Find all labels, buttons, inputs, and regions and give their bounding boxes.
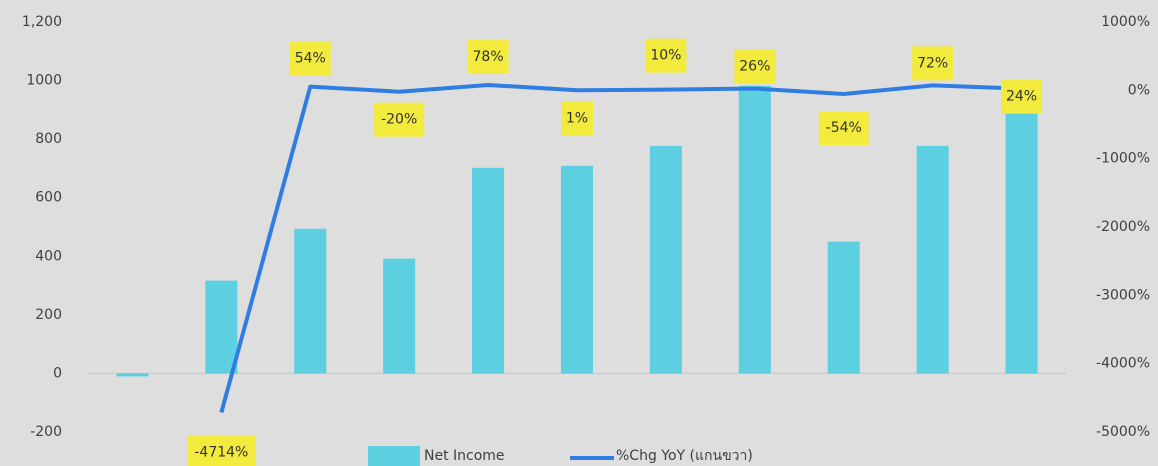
y-tick-label: 1000 [26,73,62,89]
data-label: 24% [1001,79,1043,114]
y2-tick-label: -4000% [1096,356,1150,372]
data-label: 54% [289,41,331,76]
y2-tick-label: 1000% [1101,14,1150,30]
bar [1005,91,1038,374]
data-label-bg [1001,79,1043,114]
data-label: 1% [561,101,593,136]
data-label: 78% [467,40,509,75]
y-tick-label: -200 [30,424,62,440]
data-label: 72% [912,46,954,81]
legend-swatch [368,446,420,466]
data-label-text: -54% [826,120,862,136]
bar [205,280,238,374]
bar [472,167,505,374]
y2-tick-label: -5000% [1096,424,1150,440]
data-label: -4714% [187,435,256,466]
bar [116,373,149,377]
data-label-text: -20% [381,112,417,128]
bar [560,165,594,374]
y-tick-label: 200 [35,307,62,323]
y-tick-label: 0 [53,365,62,381]
bar [649,145,682,374]
data-label-bg [645,38,687,73]
data-label-text: 26% [739,59,770,75]
bar [916,145,949,374]
data-label-bg [289,41,331,76]
data-label-text: 78% [473,49,504,65]
data-label-text: 54% [295,51,326,67]
y-tick-label: 600 [35,190,62,206]
y2-tick-label: -3000% [1096,287,1150,303]
legend-label: Net Income [424,448,505,464]
y-tick-label: 800 [35,131,62,147]
y-tick-label: 400 [35,248,62,264]
data-label-text: -4714% [194,444,248,460]
data-label-bg [734,49,776,84]
bar [383,258,416,374]
data-label: -20% [374,102,425,137]
y-tick-label: 1,200 [22,14,62,30]
y2-tick-label: -2000% [1096,219,1150,235]
data-label-bg [912,46,954,81]
data-label: 10% [645,38,687,73]
data-label-bg [561,101,593,136]
bar [827,241,860,374]
bar [738,85,771,374]
data-label-text: 10% [650,48,681,64]
data-label: 26% [734,49,776,84]
data-label-text: 1% [566,110,588,126]
y2-tick-label: -1000% [1096,151,1150,167]
line [219,83,1022,413]
y2-tick-label: 0% [1128,82,1150,98]
data-label: -54% [818,111,869,146]
data-label-bg [374,102,425,137]
bar [294,228,327,374]
data-label-bg [818,111,869,146]
data-label-bg [467,40,509,75]
legend-label: %Chg YoY (แกนขวา) [616,448,753,464]
data-label-text: 72% [917,55,948,71]
data-label-bg [187,435,256,466]
data-label-text: 24% [1006,89,1037,105]
